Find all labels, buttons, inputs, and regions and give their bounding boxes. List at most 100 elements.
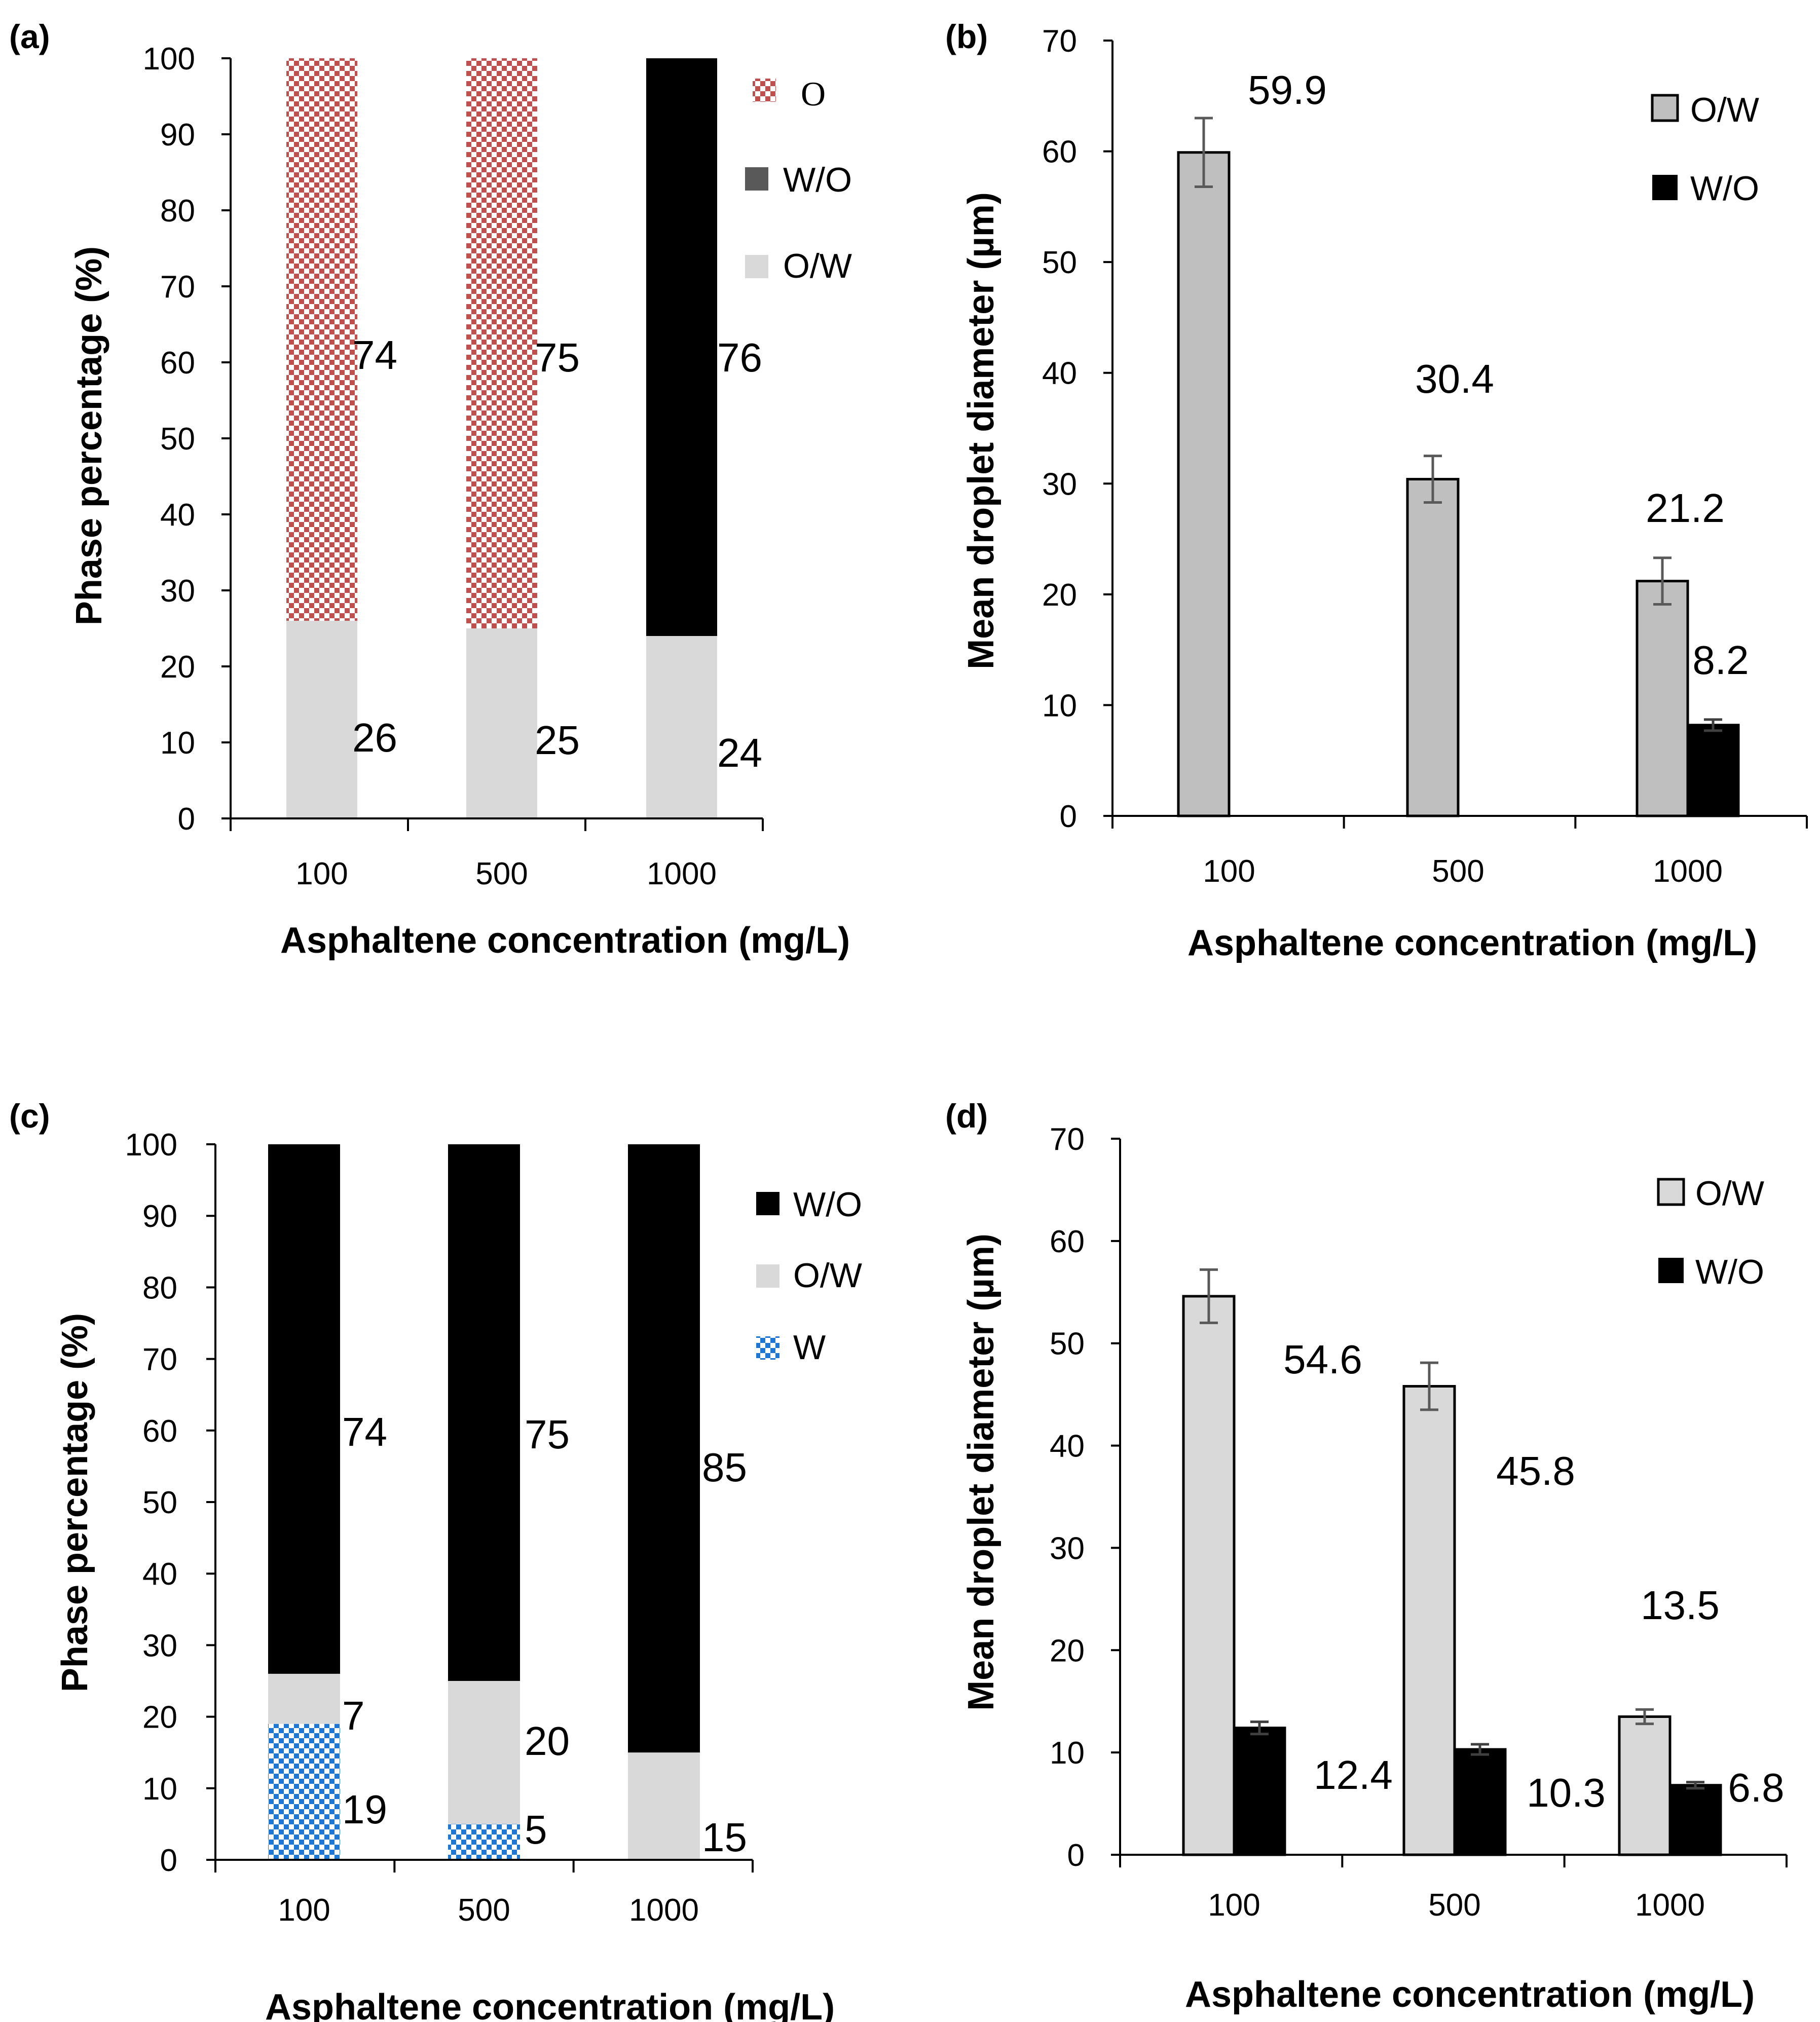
y-tick-label: 10: [160, 726, 195, 761]
y-tick-label: 20: [1042, 578, 1077, 613]
y-tick-label: 30: [1050, 1531, 1085, 1566]
y-tick-label: 50: [1050, 1327, 1085, 1362]
bar-w-o-100: [1233, 1727, 1286, 1856]
panel-d-y-axis-title: Mean droplet diameter (µm): [961, 1233, 1001, 1711]
panel-b-x-axis-title: Asphaltene concentration (mg/L): [1187, 923, 1757, 963]
data-label-w-o-100: 74: [342, 1409, 387, 1454]
data-label-w-o-500: 75: [525, 1412, 570, 1457]
legend-label-o: O: [801, 74, 826, 113]
bar-o-w-100: [286, 621, 357, 818]
legend-swatch-w-o: [1652, 175, 1678, 200]
y-tick-label: 10: [142, 1772, 177, 1807]
bar-o-w-100: [268, 1673, 340, 1724]
panel-c-label: (c): [9, 1097, 50, 1135]
y-tick-label: 20: [142, 1700, 177, 1735]
panel-b-bars: [1177, 117, 1740, 817]
data-label-o-w-100: 26: [352, 715, 397, 760]
panel-d-bars: [1182, 1268, 1722, 1856]
panel-c-x-axis-title: Asphaltene concentration (mg/L): [265, 1987, 835, 2022]
data-label-w-o-500: 10.3: [1527, 1770, 1606, 1815]
legend-label-o-w: O/W: [1690, 91, 1759, 129]
data-label-o-w-1000: 24: [717, 730, 762, 775]
bar-o-w-1000: [1636, 580, 1689, 817]
x-tick-label-1000: 1000: [1653, 854, 1723, 889]
data-label-o-w-100: 59.9: [1248, 67, 1327, 113]
bar-o-w-100: [1182, 1295, 1236, 1856]
y-tick-label: 50: [1042, 245, 1077, 280]
bar-o-w-100: [1177, 151, 1231, 817]
panel-c-bars: [268, 1144, 700, 1860]
y-tick-label: 0: [178, 802, 195, 837]
data-label-o-w-500: 20: [525, 1718, 570, 1764]
legend-label-o-w: O/W: [793, 1256, 862, 1295]
y-tick-label: 50: [160, 422, 195, 457]
panel-c-stacked-phase-chart: (c) 0 10 20 30 40 50 60 70 80 90 100 100 500 1000 19…: [9, 1097, 862, 2022]
bar-o-w-500: [1406, 478, 1460, 817]
data-label-w-o-100: 12.4: [1314, 1752, 1393, 1798]
data-label-o-w-500: 25: [535, 718, 580, 763]
panel-b-y-ticks: 0 10 20 30 40 50 60 70: [1042, 24, 1112, 834]
x-tick-label-100: 100: [295, 856, 348, 891]
x-tick-label-100: 100: [278, 1893, 330, 1928]
y-tick-label: 40: [160, 498, 195, 533]
legend-swatch-o-w: [745, 255, 768, 278]
y-tick-label: 0: [1067, 1838, 1085, 1873]
legend-swatch-w-o: [1658, 1258, 1684, 1283]
legend-label-o-w: O/W: [783, 247, 852, 285]
y-tick-label: 60: [1042, 135, 1077, 170]
y-tick-label: 90: [160, 118, 195, 153]
panel-b-label: (b): [945, 18, 988, 55]
y-tick-label: 60: [1050, 1224, 1085, 1259]
x-tick-label-500: 500: [1428, 1888, 1480, 1923]
y-tick-label: 100: [143, 42, 195, 77]
panel-a-data-labels: 26 25 24 74 75 76: [352, 332, 762, 775]
data-label-o-w-100: 54.6: [1283, 1337, 1362, 1382]
panel-b-data-labels: 59.9 30.4 21.2 8.2: [1248, 67, 1749, 683]
bar-o-w-500: [1402, 1384, 1456, 1856]
y-tick-label: 70: [142, 1342, 177, 1377]
y-tick-label: 90: [142, 1199, 177, 1234]
bar-w-o-100: [268, 1144, 340, 1674]
y-tick-label: 30: [160, 574, 195, 609]
panel-d-x-axis-title: Asphaltene concentration (mg/L): [1185, 1974, 1755, 2015]
y-tick-label: 60: [142, 1414, 177, 1449]
y-tick-label: 80: [160, 194, 195, 229]
y-tick-label: 40: [1042, 356, 1077, 391]
bar-w-o-1000: [628, 1144, 700, 1753]
y-tick-label: 40: [1050, 1429, 1085, 1464]
panel-b-y-axis-title: Mean droplet diameter (µm): [961, 192, 1001, 669]
bar-o-w-1000: [646, 636, 717, 818]
panel-d-y-ticks: 0 10 20 30 40 50 60 70: [1050, 1122, 1120, 1873]
data-label-w-100: 19: [342, 1787, 387, 1832]
bar-w-o-1000: [1686, 724, 1740, 817]
legend-swatch-o-w: [1657, 1178, 1685, 1206]
panel-c-data-labels: 19 5 7 20 15 74 75 85: [342, 1409, 747, 1860]
y-tick-label: 70: [1050, 1122, 1085, 1157]
bar-w-o-1000: [1668, 1784, 1722, 1856]
data-label-o-w-1000: 21.2: [1646, 485, 1725, 531]
y-tick-label: 0: [160, 1843, 177, 1878]
x-tick-label-1000: 1000: [1635, 1888, 1705, 1923]
y-tick-label: 30: [142, 1628, 177, 1663]
data-label-o-w-1000: 13.5: [1641, 1583, 1720, 1628]
panel-a-axes: [230, 58, 763, 819]
bar-w-o-500: [1453, 1748, 1507, 1856]
y-tick-label: 40: [142, 1557, 177, 1592]
data-label-w-o-1000: 85: [702, 1445, 747, 1490]
bar-w-500: [448, 1824, 520, 1860]
x-tick-label-500: 500: [475, 856, 528, 891]
panel-d-data-labels: 54.6 45.8 13.5 12.4 10.3 6.8: [1283, 1337, 1784, 1815]
y-tick-label: 50: [142, 1485, 177, 1520]
y-tick-label: 80: [142, 1270, 177, 1305]
bar-o-w-500: [448, 1681, 520, 1824]
bar-o-w-500: [466, 628, 537, 818]
panel-b-axes: [1111, 41, 1807, 817]
legend-label-w-o: W/O: [1690, 169, 1759, 208]
data-label-w-o-1000: 8.2: [1692, 638, 1749, 683]
y-tick-label: 20: [1050, 1633, 1085, 1668]
panel-a-x-ticks: 100 500 1000: [230, 818, 764, 891]
data-label-w-o-1000: 76: [717, 335, 762, 380]
y-tick-label: 100: [125, 1128, 177, 1163]
panel-a-y-axis-title: Phase percentage (%): [69, 246, 109, 625]
